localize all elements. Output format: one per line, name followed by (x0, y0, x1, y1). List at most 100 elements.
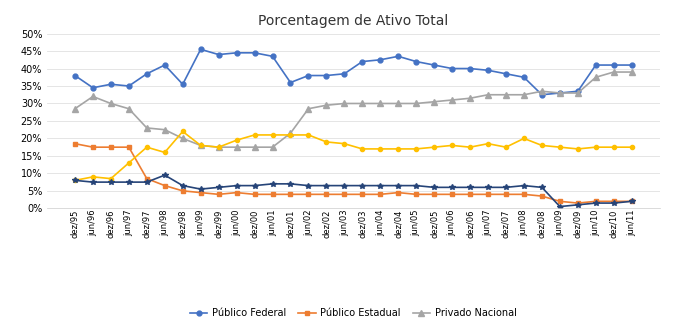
Privado Nacional (520, 93, 528, 97)
Privado Participação Estrangeira (89, 180, 97, 184)
Privado Participação Estrangeira (250, 183, 258, 187)
Privado Participação Estrangeira (322, 183, 330, 187)
Público Estadual (250, 192, 258, 196)
Line: Privado Controle Estrangeiro: Privado Controle Estrangeiro (73, 129, 634, 182)
Público Estadual (161, 183, 169, 187)
Privado Participação Estrangeira (269, 182, 277, 186)
Privado Participação Estrangeira (178, 183, 186, 187)
Privado Controle Estrangeiro (574, 147, 582, 151)
Público Federal (610, 63, 618, 67)
Público Estadual (556, 199, 564, 203)
Privado Nacional (287, 131, 295, 135)
Público Estadual (178, 189, 186, 193)
Público Federal (143, 72, 151, 76)
Público Federal (250, 51, 258, 55)
Privado Nacional (376, 101, 384, 106)
Privado Nacional (304, 107, 312, 111)
Privado Nacional (610, 70, 618, 74)
Público Estadual (628, 199, 636, 203)
Privado Controle Estrangeiro (125, 161, 133, 165)
Privado Participação Estrangeira (394, 183, 402, 187)
Público Federal (197, 47, 205, 51)
Público Federal (125, 84, 133, 88)
Privado Controle Estrangeiro (107, 177, 115, 181)
Privado Nacional (574, 91, 582, 95)
Privado Controle Estrangeiro (287, 133, 295, 137)
Privado Controle Estrangeiro (394, 147, 402, 151)
Público Estadual (502, 192, 510, 196)
Privado Controle Estrangeiro (341, 142, 349, 146)
Público Federal (341, 72, 349, 76)
Privado Nacional (125, 107, 133, 111)
Privado Participação Estrangeira (107, 180, 115, 184)
Público Estadual (322, 192, 330, 196)
Público Federal (484, 68, 492, 72)
Público Estadual (610, 199, 618, 203)
Público Estadual (538, 194, 546, 198)
Público Federal (107, 82, 115, 86)
Público Federal (376, 58, 384, 62)
Privado Controle Estrangeiro (71, 178, 79, 182)
Privado Nacional (322, 103, 330, 107)
Público Estadual (197, 191, 205, 195)
Privado Controle Estrangeiro (269, 133, 277, 137)
Line: Privado Nacional: Privado Nacional (72, 69, 635, 150)
Line: Público Federal: Público Federal (73, 47, 634, 97)
Title: Porcentagem de Ativo Total: Porcentagem de Ativo Total (258, 14, 448, 28)
Privado Controle Estrangeiro (358, 147, 366, 151)
Privado Controle Estrangeiro (628, 145, 636, 149)
Privado Participação Estrangeira (358, 183, 366, 187)
Privado Controle Estrangeiro (556, 145, 564, 149)
Privado Nacional (556, 91, 564, 95)
Público Federal (574, 89, 582, 93)
Privado Nacional (341, 101, 349, 106)
Privado Participação Estrangeira (304, 183, 312, 187)
Privado Controle Estrangeiro (89, 175, 97, 179)
Público Estadual (143, 177, 151, 181)
Privado Participação Estrangeira (287, 182, 295, 186)
Privado Nacional (358, 101, 366, 106)
Público Federal (89, 86, 97, 90)
Privado Participação Estrangeira (197, 187, 205, 191)
Line: Público Estadual: Público Estadual (73, 141, 634, 206)
Público Estadual (125, 145, 133, 149)
Público Federal (538, 93, 546, 97)
Privado Controle Estrangeiro (322, 140, 330, 144)
Privado Controle Estrangeiro (502, 145, 510, 149)
Privado Nacional (215, 145, 223, 149)
Público Estadual (466, 192, 474, 196)
Privado Participação Estrangeira (628, 199, 636, 203)
Privado Nacional (484, 93, 492, 97)
Público Estadual (89, 145, 97, 149)
Público Federal (412, 59, 420, 64)
Privado Nacional (178, 136, 186, 140)
Público Federal (322, 74, 330, 78)
Privado Controle Estrangeiro (520, 136, 528, 140)
Privado Participação Estrangeira (466, 185, 474, 190)
Legend: Privado Controle Estrangeiro, Privado Participação Estrangeira: Privado Controle Estrangeiro, Privado Pa… (98, 332, 461, 336)
Privado Nacional (538, 89, 546, 93)
Privado Nacional (107, 101, 115, 106)
Público Estadual (394, 191, 402, 195)
Público Estadual (484, 192, 492, 196)
Privado Nacional (233, 145, 241, 149)
Privado Participação Estrangeira (161, 173, 169, 177)
Privado Nacional (161, 128, 169, 132)
Privado Participação Estrangeira (520, 183, 528, 187)
Privado Participação Estrangeira (71, 178, 79, 182)
Privado Participação Estrangeira (125, 180, 133, 184)
Público Estadual (358, 192, 366, 196)
Privado Participação Estrangeira (484, 185, 492, 190)
Privado Participação Estrangeira (556, 205, 564, 209)
Público Estadual (304, 192, 312, 196)
Privado Nacional (592, 75, 600, 79)
Privado Controle Estrangeiro (178, 129, 186, 133)
Privado Nacional (89, 94, 97, 98)
Público Federal (269, 54, 277, 58)
Privado Controle Estrangeiro (430, 145, 438, 149)
Público Estadual (430, 192, 438, 196)
Privado Nacional (269, 145, 277, 149)
Privado Controle Estrangeiro (143, 145, 151, 149)
Privado Controle Estrangeiro (592, 145, 600, 149)
Público Federal (71, 74, 79, 78)
